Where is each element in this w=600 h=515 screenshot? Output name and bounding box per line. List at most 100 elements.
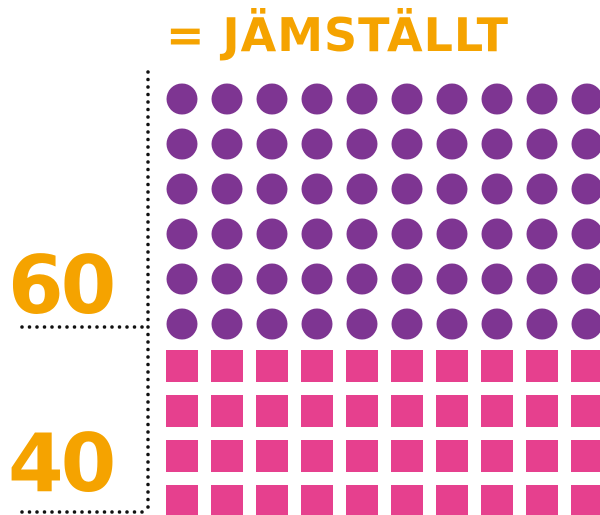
top-series-dot: [571, 263, 600, 295]
bottom-series-square: [526, 440, 558, 472]
bottom-series-square: [526, 350, 558, 382]
top-series-dot: [166, 263, 198, 295]
top-series-dot: [526, 263, 558, 295]
bottom-series-square: [346, 485, 378, 515]
top-series-dot: [391, 263, 423, 295]
top-series-dot: [166, 173, 198, 205]
top-series-dot: [301, 128, 333, 160]
bottom-series-square: [436, 485, 468, 515]
bottom-series-square: [346, 395, 378, 427]
top-series-dot: [346, 308, 378, 340]
top-series-dot: [256, 308, 288, 340]
top-series-dot: [256, 173, 288, 205]
bottom-series-square: [211, 440, 243, 472]
bottom-series-square: [436, 350, 468, 382]
bottom-series-square: [166, 350, 198, 382]
top-series-dot: [166, 218, 198, 250]
bottom-series-square: [166, 440, 198, 472]
chart-title: = JÄMSTÄLLT: [166, 8, 509, 62]
top-series-dot: [391, 128, 423, 160]
top-series-dot: [436, 173, 468, 205]
top-series-dot: [571, 218, 600, 250]
top-series-dot: [436, 263, 468, 295]
top-series-dot: [256, 128, 288, 160]
top-series-value-label: 60: [8, 239, 116, 332]
top-series-dot: [166, 83, 198, 115]
top-series-dot: [301, 263, 333, 295]
bottom-series-square: [301, 485, 333, 515]
top-series-dot: [481, 263, 513, 295]
bottom-series-square: [526, 485, 558, 515]
top-series-dot: [211, 218, 243, 250]
top-series-dot: [436, 218, 468, 250]
bottom-series-square: [391, 440, 423, 472]
top-series-dot: [301, 173, 333, 205]
top-series-dot: [391, 173, 423, 205]
top-series-dot: [481, 308, 513, 340]
top-series-dot: [166, 308, 198, 340]
top-series-dot: [571, 83, 600, 115]
bottom-series-square: [256, 395, 288, 427]
top-series-dot: [526, 83, 558, 115]
bottom-series-square: [166, 395, 198, 427]
top-series-dot: [211, 128, 243, 160]
bottom-series-square: [346, 440, 378, 472]
top-series-dot: [346, 263, 378, 295]
top-series-dot: [346, 83, 378, 115]
top-series-dot: [211, 83, 243, 115]
top-series-dot: [526, 173, 558, 205]
top-series-dot: [211, 263, 243, 295]
bottom-series-square: [436, 395, 468, 427]
top-series-dot: [481, 218, 513, 250]
top-series-dot: [571, 173, 600, 205]
bottom-series-square: [301, 395, 333, 427]
bottom-series-square: [301, 440, 333, 472]
top-series-dot: [481, 83, 513, 115]
bottom-series-square: [391, 395, 423, 427]
top-series-dot: [481, 173, 513, 205]
bottom-series-square: [256, 485, 288, 515]
top-series-dot: [436, 128, 468, 160]
bottom-series-square: [391, 350, 423, 382]
bottom-series-square: [256, 350, 288, 382]
bottom-series-square: [571, 485, 600, 515]
bottom-series-square: [481, 485, 513, 515]
top-series-dot: [256, 218, 288, 250]
top-series-dot: [301, 218, 333, 250]
top-series-dot: [301, 83, 333, 115]
top-series-dot: [301, 308, 333, 340]
bottom-series-square: [481, 440, 513, 472]
top-series-dot: [346, 173, 378, 205]
bottom-series-square: [211, 485, 243, 515]
top-series-dot: [481, 128, 513, 160]
top-series-dot: [526, 308, 558, 340]
bottom-series-square: [211, 395, 243, 427]
top-series-dot: [211, 308, 243, 340]
bottom-series-square: [166, 485, 198, 515]
top-series-dot: [211, 173, 243, 205]
top-series-dot: [166, 128, 198, 160]
top-series-dot: [256, 83, 288, 115]
bottom-series-square: [436, 440, 468, 472]
bottom-series-square: [481, 350, 513, 382]
bottom-series-square: [481, 395, 513, 427]
top-series-dot: [256, 263, 288, 295]
top-series-dot: [391, 308, 423, 340]
bottom-series-square: [526, 395, 558, 427]
bottom-series-square: [256, 440, 288, 472]
top-series-dot: [526, 128, 558, 160]
bottom-series-value-label: 40: [8, 417, 116, 510]
top-series-dot: [571, 308, 600, 340]
bottom-series-square: [211, 350, 243, 382]
top-series-dot: [571, 128, 600, 160]
top-series-dot: [436, 83, 468, 115]
top-series-dot: [346, 218, 378, 250]
top-series-dot: [391, 83, 423, 115]
bottom-series-square: [571, 395, 600, 427]
bottom-series-square: [301, 350, 333, 382]
bottom-series-square: [391, 485, 423, 515]
top-series-dot: [526, 218, 558, 250]
bottom-series-square: [571, 350, 600, 382]
top-series-dot: [436, 308, 468, 340]
